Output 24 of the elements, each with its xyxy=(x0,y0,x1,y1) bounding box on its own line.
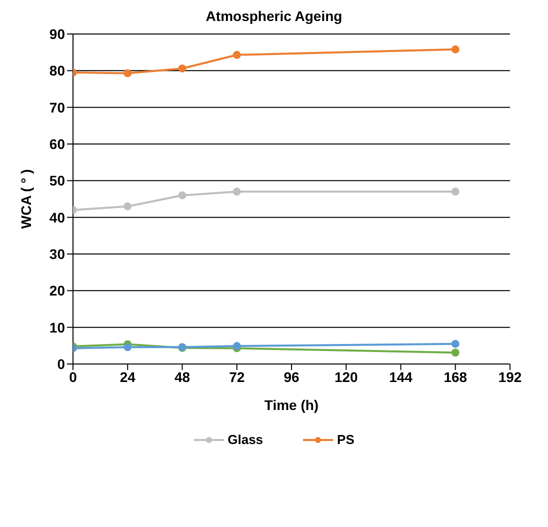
y-tick-label: 50 xyxy=(49,172,66,189)
x-tick-label: 192 xyxy=(498,368,522,385)
y-tick-label: 60 xyxy=(49,136,66,152)
x-tick-label: 72 xyxy=(229,368,245,385)
y-tick-label: 30 xyxy=(49,246,66,262)
y-tick-label: 80 xyxy=(49,62,66,79)
y-tick-label: 70 xyxy=(49,99,66,116)
x-tick-label: 144 xyxy=(389,368,413,385)
x-tick-label: 48 xyxy=(174,368,190,385)
chart-title: Atmospheric Ageing xyxy=(204,8,344,24)
y-axis-title: WCA ( ° ) xyxy=(18,169,34,229)
y-tick-label: 90 xyxy=(49,26,66,42)
x-tick-label: 24 xyxy=(120,368,136,385)
x-tick-label: 120 xyxy=(334,368,358,385)
x-tick-label: 168 xyxy=(444,368,468,385)
legend-label: Glass xyxy=(228,432,264,447)
y-tick-label: 0 xyxy=(57,356,66,372)
y-tick-label: 20 xyxy=(49,282,66,299)
y-tick-label: 10 xyxy=(49,319,66,336)
x-axis-title: Time (h) xyxy=(264,397,319,413)
legend-label: PS xyxy=(337,432,354,447)
x-tick-label: 96 xyxy=(284,368,300,385)
x-tick-label: 0 xyxy=(69,368,78,385)
y-tick-label: 40 xyxy=(49,209,66,226)
